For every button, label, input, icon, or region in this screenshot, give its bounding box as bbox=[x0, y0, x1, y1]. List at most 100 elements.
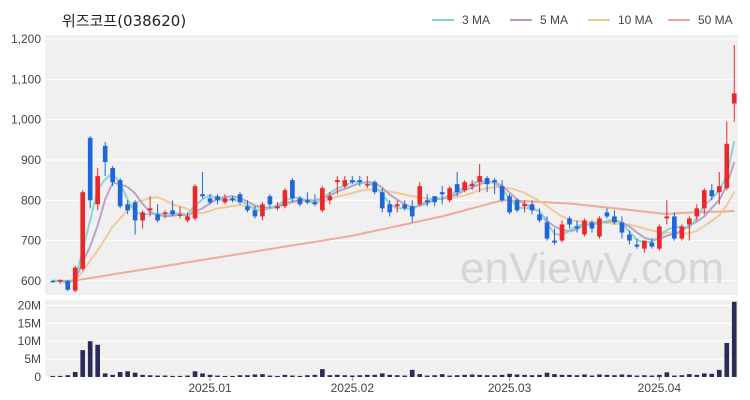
volume-bar bbox=[537, 374, 542, 377]
candle-body bbox=[95, 176, 101, 205]
candle-body bbox=[597, 218, 602, 237]
volume-bar bbox=[200, 373, 205, 377]
volume-bar bbox=[724, 342, 730, 377]
volume-bar bbox=[469, 374, 475, 377]
volume-bar bbox=[177, 375, 183, 377]
volume-bar bbox=[222, 375, 228, 377]
volume-bar bbox=[290, 375, 295, 377]
volume-tick-label: 20M bbox=[18, 298, 41, 312]
candle-body bbox=[80, 192, 86, 269]
candle-body bbox=[207, 198, 213, 203]
volume-bar bbox=[492, 375, 497, 377]
volume-bar bbox=[439, 374, 445, 377]
volume-bar bbox=[50, 375, 56, 377]
gridlines bbox=[45, 38, 738, 378]
price-tick-label: 900 bbox=[21, 153, 41, 167]
candle-body bbox=[147, 208, 153, 211]
volume-bar bbox=[312, 374, 318, 377]
candle-body bbox=[634, 244, 640, 247]
volume-bar bbox=[462, 374, 467, 377]
candle-body bbox=[177, 214, 183, 216]
volume-bar bbox=[394, 375, 400, 377]
candle-body bbox=[372, 182, 378, 193]
candle-body bbox=[87, 137, 93, 201]
volume-tick-label: 10M bbox=[18, 334, 41, 348]
candle-body bbox=[72, 267, 78, 291]
candle-body bbox=[320, 188, 325, 211]
volume-bar bbox=[162, 375, 168, 377]
volume-bar bbox=[731, 301, 737, 377]
volume-bar bbox=[709, 373, 715, 377]
volume-bar bbox=[627, 374, 632, 377]
candle-body bbox=[215, 196, 220, 201]
candle-body bbox=[701, 190, 707, 209]
volume-bar bbox=[147, 375, 153, 377]
candle-body bbox=[162, 212, 168, 214]
candle-body bbox=[102, 145, 108, 162]
volume-bar bbox=[529, 375, 535, 377]
volume-bar bbox=[424, 375, 430, 377]
ma-50-line bbox=[52, 199, 735, 282]
volume-bar bbox=[387, 374, 393, 377]
candle-body bbox=[222, 198, 228, 203]
volume-bar bbox=[447, 375, 452, 377]
candle-body bbox=[454, 184, 460, 193]
volume-bar bbox=[642, 375, 647, 377]
price-plot-area bbox=[45, 35, 738, 295]
candle-body bbox=[110, 168, 115, 183]
candle-body bbox=[716, 186, 722, 193]
candle-body bbox=[260, 204, 265, 217]
volume-bar bbox=[701, 373, 707, 377]
candle-body bbox=[619, 222, 625, 233]
candle-body bbox=[612, 216, 617, 223]
candle-body bbox=[642, 240, 647, 249]
volume-bar bbox=[694, 374, 700, 377]
volume-bar bbox=[477, 374, 482, 377]
candlesticks bbox=[50, 45, 737, 293]
volume-bar bbox=[507, 373, 512, 377]
candle-body bbox=[305, 200, 310, 203]
volume-bar bbox=[432, 375, 438, 377]
volume-bar bbox=[327, 375, 333, 377]
volume-tick-label: 5M bbox=[24, 352, 41, 366]
candle-body bbox=[170, 210, 175, 215]
volume-bar bbox=[716, 369, 722, 377]
candle-body bbox=[484, 178, 490, 185]
volume-bar bbox=[686, 374, 692, 377]
volume-bar bbox=[672, 375, 677, 377]
volume-bar bbox=[559, 374, 565, 377]
legend: 3 MA 5 MA 10 MA 50 MA bbox=[432, 13, 733, 27]
volume-bar bbox=[379, 373, 385, 377]
candle-body bbox=[387, 204, 393, 213]
candle-body bbox=[140, 212, 145, 221]
candle-body bbox=[117, 180, 123, 207]
volume-bar bbox=[117, 371, 123, 377]
candle-body bbox=[709, 190, 715, 197]
volume-bar bbox=[552, 374, 557, 377]
volume-bar bbox=[320, 369, 325, 377]
candle-body bbox=[499, 186, 505, 201]
candle-body bbox=[664, 216, 670, 219]
volume-bar bbox=[132, 372, 138, 377]
candle-body bbox=[537, 214, 542, 221]
price-tick-label: 1,100 bbox=[11, 72, 41, 86]
chart-title: 위즈코프(038620) bbox=[62, 12, 186, 30]
volume-bar bbox=[567, 374, 572, 377]
volume-bar bbox=[604, 374, 610, 377]
volume-bar bbox=[305, 375, 310, 377]
candle-body bbox=[185, 216, 190, 221]
price-tick-label: 600 bbox=[21, 274, 41, 288]
candle-body bbox=[237, 194, 243, 203]
volume-bar bbox=[657, 374, 662, 377]
candle-body bbox=[57, 280, 63, 282]
volume-bar bbox=[275, 375, 280, 377]
candle-body bbox=[544, 222, 550, 239]
candle-body bbox=[507, 196, 512, 213]
candle-body bbox=[686, 218, 692, 225]
candle-body bbox=[432, 196, 438, 203]
legend-label: 50 MA bbox=[698, 13, 733, 27]
price-tick-label: 800 bbox=[21, 193, 41, 207]
volume-bar bbox=[364, 374, 370, 377]
volume-bar bbox=[65, 375, 71, 377]
